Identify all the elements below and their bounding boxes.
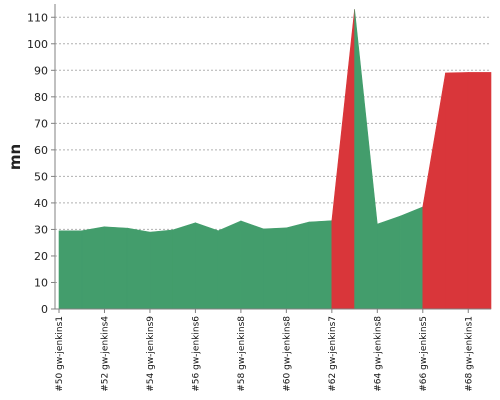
area-segment-build-50	[59, 230, 60, 309]
y-tick-label: 20	[34, 250, 48, 263]
x-tick-label: #60 gw-jenkins8	[282, 316, 292, 392]
x-tick-label: #52 gw-jenkins4	[100, 316, 110, 392]
y-tick-label: 40	[34, 197, 48, 210]
area-segment-build-64	[354, 9, 378, 310]
plot-area	[58, 9, 492, 310]
area-segment-build-60	[263, 227, 287, 310]
area-segment-build-67	[422, 72, 446, 310]
x-tick-label: #64 gw-jenkins8	[373, 316, 383, 392]
area-segment-build-52	[81, 226, 105, 310]
y-tick-label: 60	[34, 144, 48, 157]
area-segment-build-65	[377, 215, 401, 310]
y-tick-label: 50	[34, 170, 48, 183]
area-segment-build-53	[104, 226, 128, 310]
x-tick-label: #54 gw-jenkins9	[146, 316, 156, 392]
area-segment-build-62	[308, 220, 333, 310]
x-tick-label: #50 gw-jenkins1	[55, 316, 65, 392]
x-tick-labels: #50 gw-jenkins1 #52 gw-jenkins4 #54 gw-jen…	[55, 309, 474, 392]
area-segment-build-55	[149, 229, 173, 310]
y-tick-label: 80	[34, 91, 48, 104]
x-tick-label: #62 gw-jenkins7	[328, 316, 338, 392]
area-segment-build-57	[195, 222, 219, 310]
area-segment-build-54	[126, 227, 151, 310]
area-segment-build-68	[445, 72, 469, 310]
area-segment-build-51	[58, 230, 83, 310]
area-segment-build-56	[172, 222, 196, 310]
y-tick-label: 10	[34, 276, 48, 289]
area-segment-build-69	[467, 72, 492, 310]
axes	[54, 4, 491, 310]
area-segment-build-63	[331, 9, 355, 310]
area-segment-build-66	[399, 206, 424, 310]
x-tick-label: #56 gw-jenkins6	[191, 316, 201, 392]
x-tick-label: #68 gw-jenkins1	[464, 316, 474, 392]
y-tick-label: 30	[34, 223, 48, 236]
y-tick-labels: 0 10 20 30 40 50 60 70 80 90 100 110	[27, 11, 55, 316]
y-tick-label: 100	[27, 38, 48, 51]
y-tick-label: 0	[41, 303, 48, 316]
x-tick-label: #58 gw-jenkins8	[237, 316, 247, 392]
area-segment-build-59	[240, 220, 264, 310]
area-segment-build-61	[286, 221, 310, 310]
y-axis-label: mn	[6, 144, 24, 170]
area-segment-build-58	[217, 220, 242, 310]
y-tick-label: 110	[27, 11, 48, 24]
y-tick-label: 70	[34, 117, 48, 130]
y-tick-label: 90	[34, 64, 48, 77]
x-tick-label: #66 gw-jenkins5	[419, 316, 429, 392]
